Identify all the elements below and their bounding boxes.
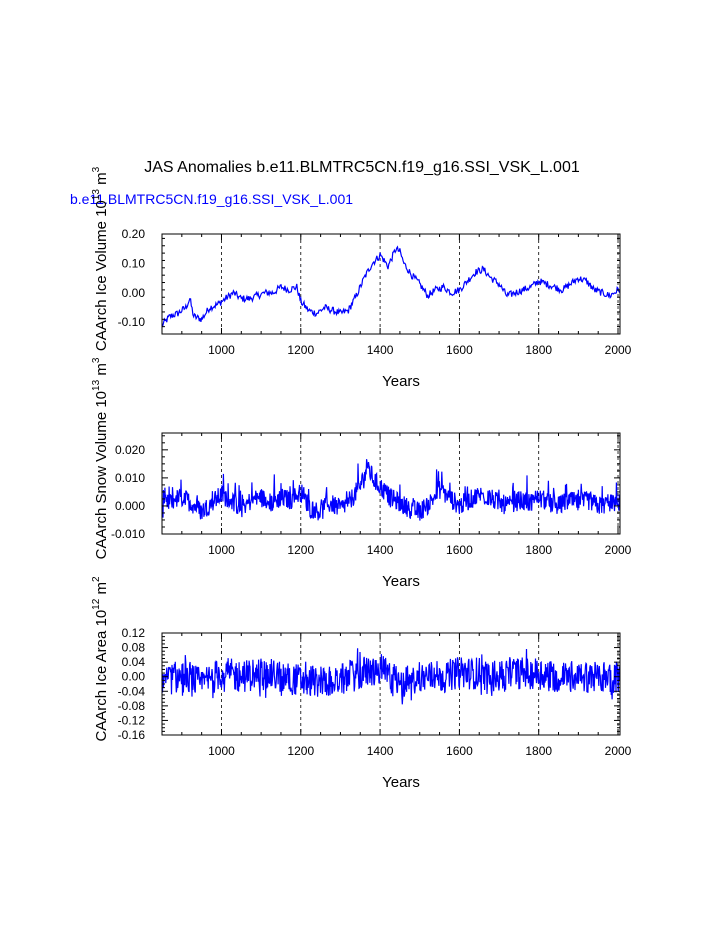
y-axis-label: CAArch Ice Area 1012 m2 [91, 576, 110, 742]
x-axis-label: Years [382, 774, 420, 791]
y-tick-label: -0.08 [118, 699, 146, 713]
x-axis-label: Years [382, 373, 420, 390]
legend-label: b.e11.BLMTRC5CN.f19_g16.SSI_VSK_L.001 [70, 191, 353, 207]
plot-frame [161, 233, 621, 335]
y-tick-label: 0.12 [122, 626, 146, 640]
x-tick-label: 1000 [208, 744, 235, 758]
y-tick-label: -0.12 [118, 713, 146, 727]
y-tick-label: 0.010 [115, 471, 145, 485]
x-tick-label: 1400 [367, 343, 394, 357]
panel-2: 1000 1200 1400 1600 1800 2000 -0.010 0.000 0.010… [91, 357, 632, 590]
x-tick-label: 1600 [446, 543, 473, 557]
x-tick-label: 1800 [525, 343, 552, 357]
x-tick-label: 1200 [287, 543, 314, 557]
x-tick-label: 1400 [367, 744, 394, 758]
y-tick-label: 0.04 [122, 655, 146, 669]
y-tick-label: -0.10 [118, 315, 146, 329]
y-tick-label: 0.10 [122, 256, 146, 270]
series-line [161, 459, 621, 521]
x-tick-label: 1800 [525, 543, 552, 557]
x-tick-label: 2000 [605, 343, 632, 357]
x-tick-label: 2000 [605, 543, 632, 557]
y-tick-label: 0.000 [115, 499, 145, 513]
series-line [161, 245, 621, 328]
plot-frame [161, 432, 621, 535]
x-tick-label: 1400 [367, 543, 394, 557]
figure-title: JAS Anomalies b.e11.BLMTRC5CN.f19_g16.SS… [144, 159, 580, 176]
y-tick-label: 0.20 [122, 227, 146, 241]
x-tick-label: 1600 [446, 343, 473, 357]
x-tick-label: 1200 [287, 343, 314, 357]
y-tick-label: 0.020 [115, 443, 145, 457]
y-tick-label: -0.010 [111, 527, 145, 541]
x-tick-label: 1200 [287, 744, 314, 758]
x-tick-label: 1000 [208, 343, 235, 357]
y-tick-label: 0.08 [122, 641, 146, 655]
y-axis-label: CAArch Snow Volume 1013 m3 [91, 357, 110, 559]
y-tick-label: -0.16 [118, 728, 146, 742]
series-line [161, 648, 621, 705]
panel-1: 1000 1200 1400 1600 1800 2000 -0.10 0.00 0.10 0.2… [91, 166, 632, 390]
y-tick-label: -0.04 [118, 684, 146, 698]
y-tick-label: 0.00 [122, 670, 146, 684]
x-tick-label: 1800 [525, 744, 552, 758]
y-tick-label: 0.00 [122, 286, 146, 300]
panel-3: 1000 1200 1400 1600 1800 2000 -0.16-0.12-0.08-… [91, 576, 632, 791]
x-tick-label: 2000 [605, 744, 632, 758]
x-tick-label: 1000 [208, 543, 235, 557]
panels: 1000 1200 1400 1600 1800 2000 -0.10 0.00 0.10 0.2… [91, 166, 632, 791]
x-axis-label: Years [382, 573, 420, 590]
x-tick-label: 1600 [446, 744, 473, 758]
y-axis-label: CAArch Ice Volume 1013 m3 [91, 166, 110, 351]
